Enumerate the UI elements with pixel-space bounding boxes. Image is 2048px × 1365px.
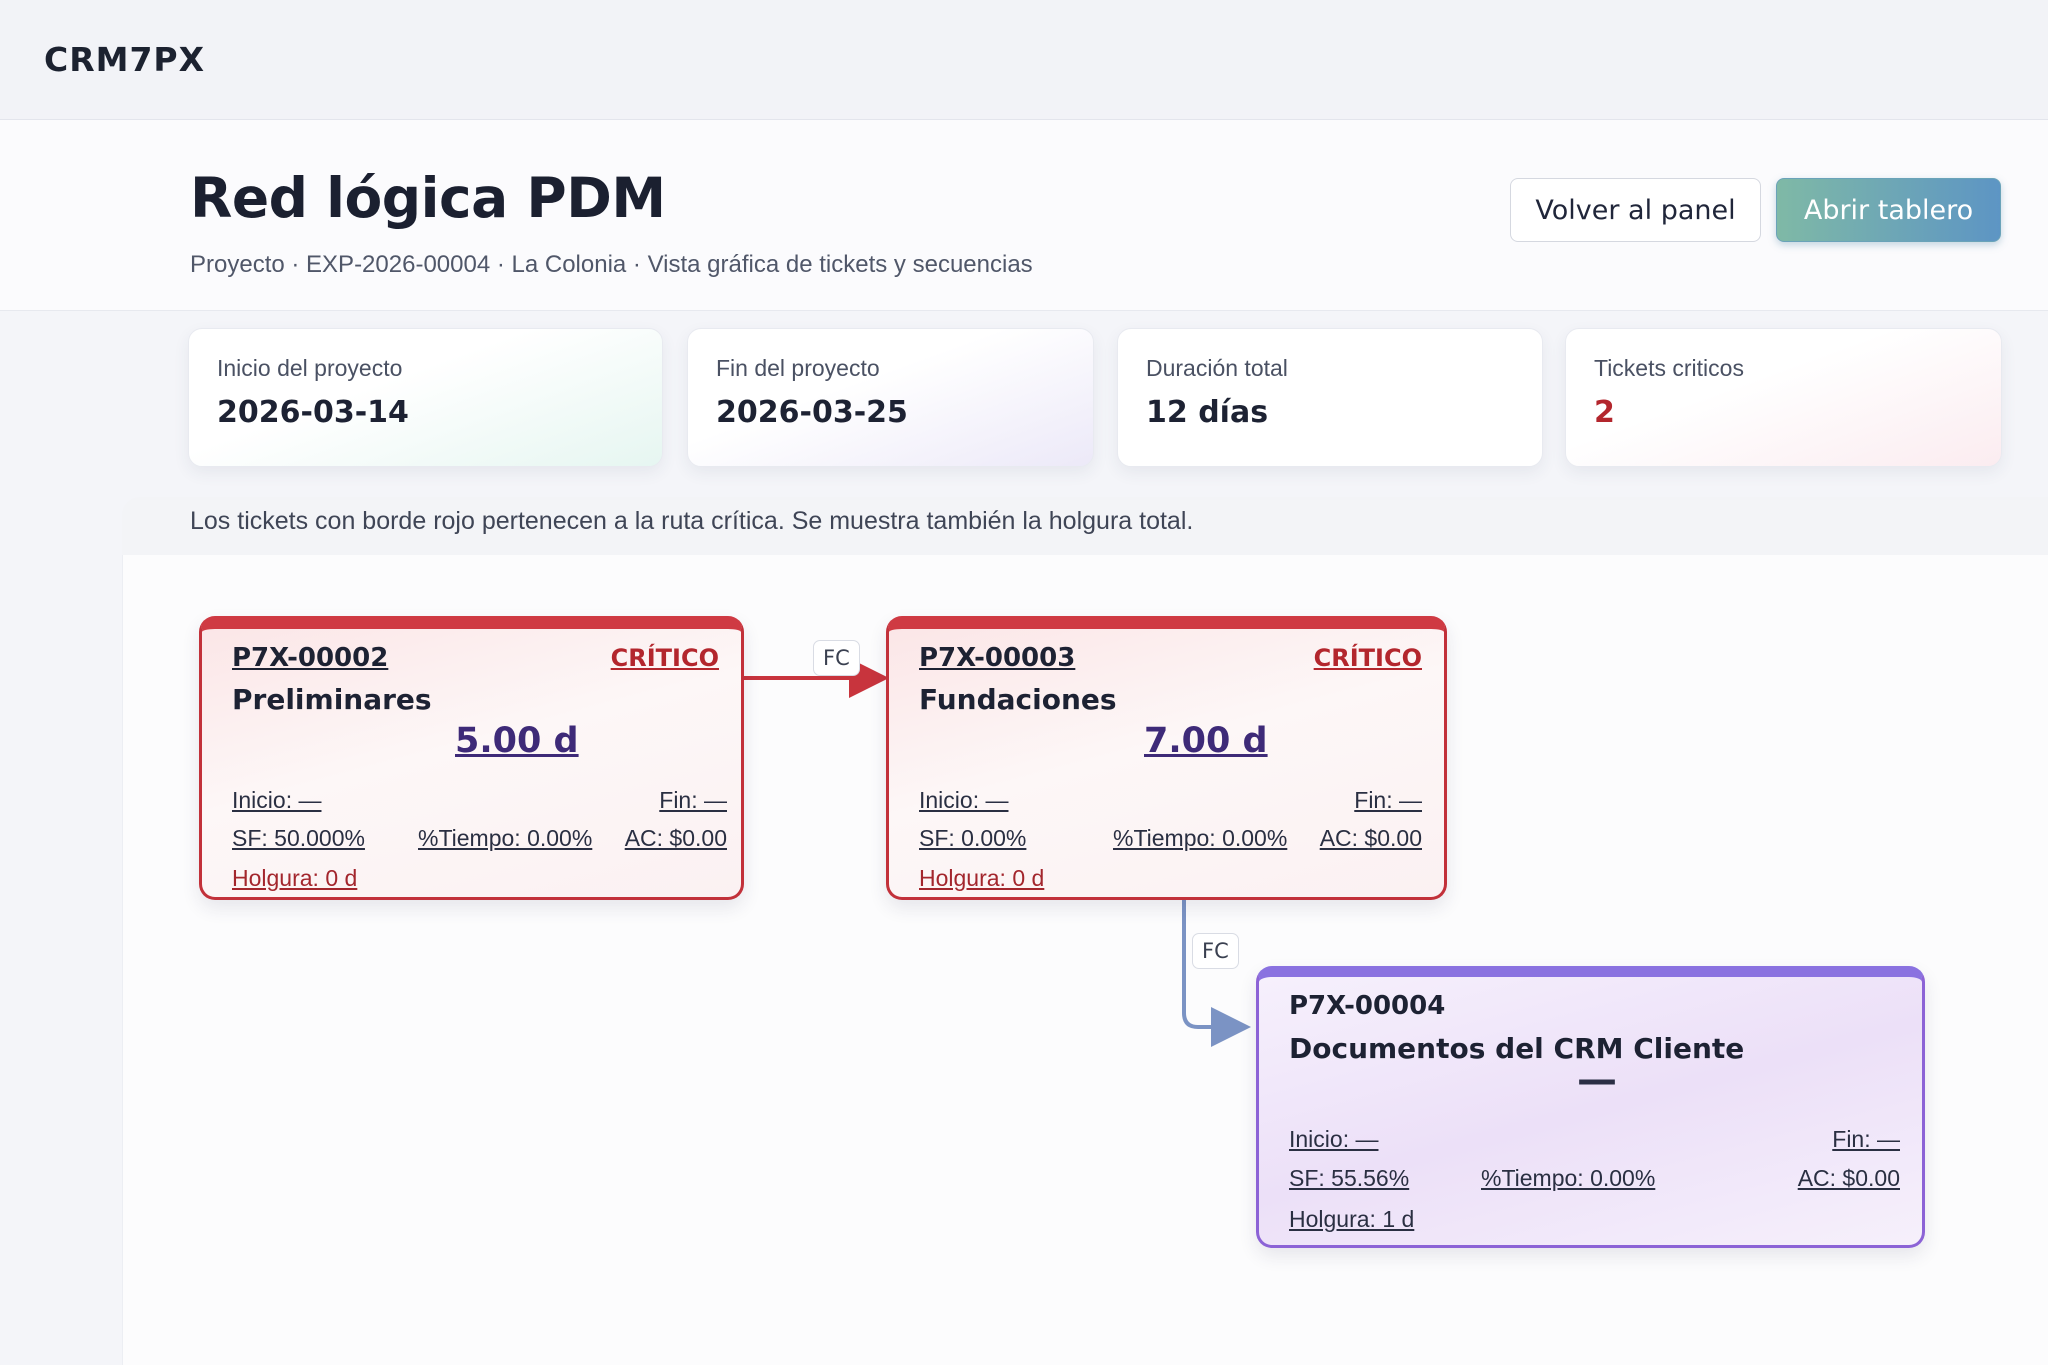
stat-card-critical: Tickets criticos 2 — [1565, 328, 2002, 467]
ticket-duration[interactable]: — — [1577, 1057, 1617, 1103]
link-layer — [741, 658, 1251, 1047]
stat-label: Tickets criticos — [1594, 355, 1744, 381]
link-label: FC — [813, 640, 860, 676]
ticket-time-percent[interactable]: %Tiempo: 0.00% — [418, 825, 593, 851]
critical-badge: CRÍTICO — [610, 644, 719, 672]
link-arrow-normal-tail — [1182, 900, 1251, 1047]
stat-label: Duración total — [1146, 355, 1288, 381]
legend-note-text: Los tickets con borde rojo pertenecen a … — [190, 507, 1194, 535]
stat-label: Inicio del proyecto — [217, 355, 403, 381]
ticket-node-p7x-00004[interactable]: P7X-00004 Documentos del CRM Cliente — I… — [1256, 966, 1925, 1248]
stat-value: 2026-03-25 — [716, 395, 908, 430]
ticket-node-p7x-00003[interactable]: P7X-00003 CRÍTICO Fundaciones 7.00 d Ini… — [886, 616, 1447, 900]
back-to-panel-button[interactable]: Volver al panel — [1510, 178, 1761, 242]
ticket-sf[interactable]: SF: 50.000% — [232, 825, 365, 851]
stat-value: 2 — [1594, 395, 1615, 430]
ticket-end[interactable]: Fin: — — [659, 787, 727, 813]
stat-label: Fin del proyecto — [716, 355, 880, 381]
ticket-end[interactable]: Fin: — — [1832, 1126, 1900, 1152]
ticket-ac[interactable]: AC: $0.00 — [1797, 1165, 1900, 1191]
top-bar: CRM7PX — [0, 0, 2048, 120]
ticket-start[interactable]: Inicio: — — [232, 787, 322, 813]
link-label: FC — [1192, 933, 1239, 969]
ticket-duration[interactable]: 5.00 d — [455, 721, 579, 761]
ticket-name: Documentos del CRM Cliente — [1289, 1032, 1745, 1065]
open-board-button[interactable]: Abrir tablero — [1776, 178, 2001, 242]
ticket-node-p7x-00002[interactable]: P7X-00002 CRÍTICO Preliminares 5.00 d In… — [199, 616, 744, 900]
critical-badge: CRÍTICO — [1313, 644, 1422, 672]
ticket-name: Fundaciones — [919, 683, 1117, 716]
ticket-end[interactable]: Fin: — — [1354, 787, 1422, 813]
ticket-duration[interactable]: 7.00 d — [1144, 721, 1268, 761]
page-subtitle: Proyecto · EXP-2026-00004 · La Colonia ·… — [190, 251, 1033, 278]
ticket-time-percent[interactable]: %Tiempo: 0.00% — [1113, 825, 1288, 851]
stat-card-start: Inicio del proyecto 2026-03-14 — [188, 328, 663, 467]
ticket-code[interactable]: P7X-00004 — [1289, 991, 1446, 1021]
brand-logo[interactable]: CRM7PX — [44, 40, 206, 79]
ticket-sf[interactable]: SF: 55.56% — [1289, 1165, 1410, 1191]
legend-note: Los tickets con borde rojo pertenecen a … — [122, 497, 2048, 555]
page-header: Red lógica PDM Proyecto · EXP-2026-00004… — [0, 120, 2048, 311]
page-title: Red lógica PDM — [190, 166, 666, 230]
stat-value: 12 días — [1146, 395, 1269, 430]
stat-value: 2026-03-14 — [217, 395, 409, 430]
ticket-sf[interactable]: SF: 0.00% — [919, 825, 1027, 851]
ticket-start[interactable]: Inicio: — — [1289, 1126, 1379, 1152]
network-canvas[interactable]: FC FC P7X-00002 CRÍTICO Preliminares 5.0… — [122, 555, 2048, 1365]
ticket-time-percent[interactable]: %Tiempo: 0.00% — [1481, 1165, 1656, 1191]
stat-card-end: Fin del proyecto 2026-03-25 — [687, 328, 1094, 467]
ticket-code[interactable]: P7X-00003 — [919, 643, 1076, 673]
ticket-code[interactable]: P7X-00002 — [232, 643, 389, 673]
stat-card-duration: Duración total 12 días — [1117, 328, 1543, 467]
ticket-name: Preliminares — [232, 683, 432, 716]
ticket-slack[interactable]: Holgura: 0 d — [919, 865, 1045, 891]
ticket-ac[interactable]: AC: $0.00 — [624, 825, 727, 851]
ticket-ac[interactable]: AC: $0.00 — [1319, 825, 1422, 851]
ticket-slack[interactable]: Holgura: 0 d — [232, 865, 358, 891]
ticket-slack[interactable]: Holgura: 1 d — [1289, 1206, 1415, 1232]
ticket-start[interactable]: Inicio: — — [919, 787, 1009, 813]
